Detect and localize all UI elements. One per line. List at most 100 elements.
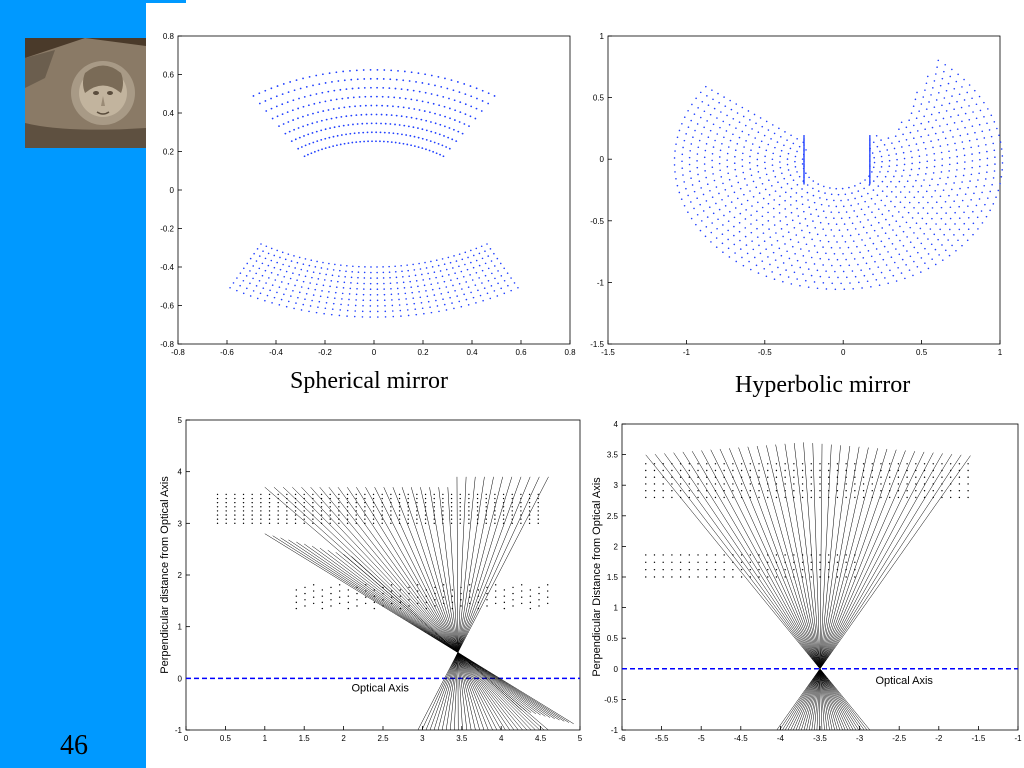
- data-point: [942, 117, 945, 120]
- data-point: [910, 112, 913, 114]
- data-point: [264, 299, 266, 302]
- data-point: [726, 114, 728, 117]
- data-point: [728, 123, 731, 126]
- data-point: [363, 288, 365, 290]
- data-point: [854, 568, 856, 571]
- data-point: [481, 282, 483, 284]
- data-point: [479, 294, 482, 297]
- ray-line: [710, 449, 851, 731]
- data-point: [861, 239, 863, 241]
- data-point: [722, 120, 725, 123]
- data-point: [879, 150, 881, 153]
- data-point: [935, 119, 937, 121]
- data-point: [493, 290, 496, 292]
- data-point: [294, 138, 297, 141]
- data-point: [714, 476, 717, 478]
- data-point: [948, 194, 950, 197]
- data-point: [249, 282, 251, 285]
- data-point: [761, 215, 764, 218]
- data-point: [338, 107, 340, 110]
- data-point: [253, 252, 255, 255]
- data-point: [784, 483, 786, 485]
- data-point: [825, 198, 828, 201]
- data-point: [355, 293, 358, 296]
- data-point: [958, 469, 961, 472]
- data-point: [319, 295, 322, 298]
- data-point: [941, 476, 943, 478]
- data-point: [349, 287, 352, 290]
- x-tick-label: 0.2: [417, 348, 429, 357]
- data-point: [908, 201, 911, 204]
- data-point: [883, 245, 886, 248]
- data-point: [828, 554, 830, 556]
- data-point: [339, 88, 342, 91]
- data-point: [321, 148, 323, 151]
- data-point: [335, 286, 338, 288]
- y-tick-label: 0.5: [607, 634, 619, 643]
- caption-spherical-mirror: Spherical mirror: [290, 368, 448, 394]
- data-point: [437, 264, 440, 267]
- data-point: [335, 71, 338, 74]
- data-point: [733, 162, 736, 164]
- data-point: [324, 100, 327, 103]
- data-point: [963, 154, 966, 157]
- data-point: [828, 496, 830, 499]
- data-point: [712, 123, 715, 126]
- data-point: [838, 211, 840, 214]
- data-point: [414, 274, 417, 277]
- data-point: [845, 568, 847, 571]
- data-point: [312, 84, 314, 87]
- data-point: [906, 463, 908, 465]
- data-point: [645, 496, 647, 499]
- data-point: [714, 576, 717, 578]
- data-point: [470, 249, 472, 252]
- data-point: [835, 187, 838, 190]
- data-point: [810, 476, 812, 478]
- data-point: [506, 272, 509, 274]
- data-point: [302, 125, 304, 128]
- data-point: [798, 175, 801, 178]
- data-point: [828, 463, 830, 465]
- data-point: [662, 554, 664, 556]
- data-point: [810, 554, 812, 556]
- data-point: [443, 105, 446, 108]
- data-point: [836, 241, 838, 243]
- data-point: [880, 240, 883, 243]
- data-point: [452, 89, 455, 92]
- data-point: [415, 313, 418, 316]
- data-point: [744, 178, 746, 180]
- data-point: [370, 104, 373, 107]
- data-point: [712, 173, 714, 175]
- data-point: [449, 296, 451, 299]
- data-point: [405, 115, 408, 118]
- x-tick-label: -2.5: [892, 734, 906, 743]
- data-point: [389, 282, 392, 285]
- x-tick-label: 1: [998, 348, 1003, 357]
- data-point: [438, 104, 441, 107]
- data-point: [918, 161, 921, 164]
- data-point: [805, 149, 807, 151]
- data-point: [915, 476, 917, 478]
- data-point: [376, 266, 378, 268]
- data-point: [347, 304, 350, 306]
- data-point: [771, 184, 773, 187]
- data-point: [302, 303, 305, 306]
- data-point: [653, 496, 656, 499]
- data-point: [366, 122, 368, 125]
- data-point: [404, 292, 407, 295]
- data-point: [793, 576, 795, 578]
- data-point: [725, 130, 728, 132]
- data-point: [909, 174, 911, 177]
- data-point: [430, 93, 433, 95]
- data-point: [440, 293, 443, 295]
- data-point: [949, 490, 952, 492]
- data-point: [435, 299, 437, 302]
- ray-line: [798, 449, 897, 731]
- data-point: [752, 180, 755, 183]
- data-point: [396, 287, 399, 290]
- data-point: [754, 137, 756, 139]
- ray-line: [738, 447, 843, 731]
- data-point: [871, 211, 873, 213]
- data-point: [481, 89, 484, 92]
- data-point: [449, 261, 452, 264]
